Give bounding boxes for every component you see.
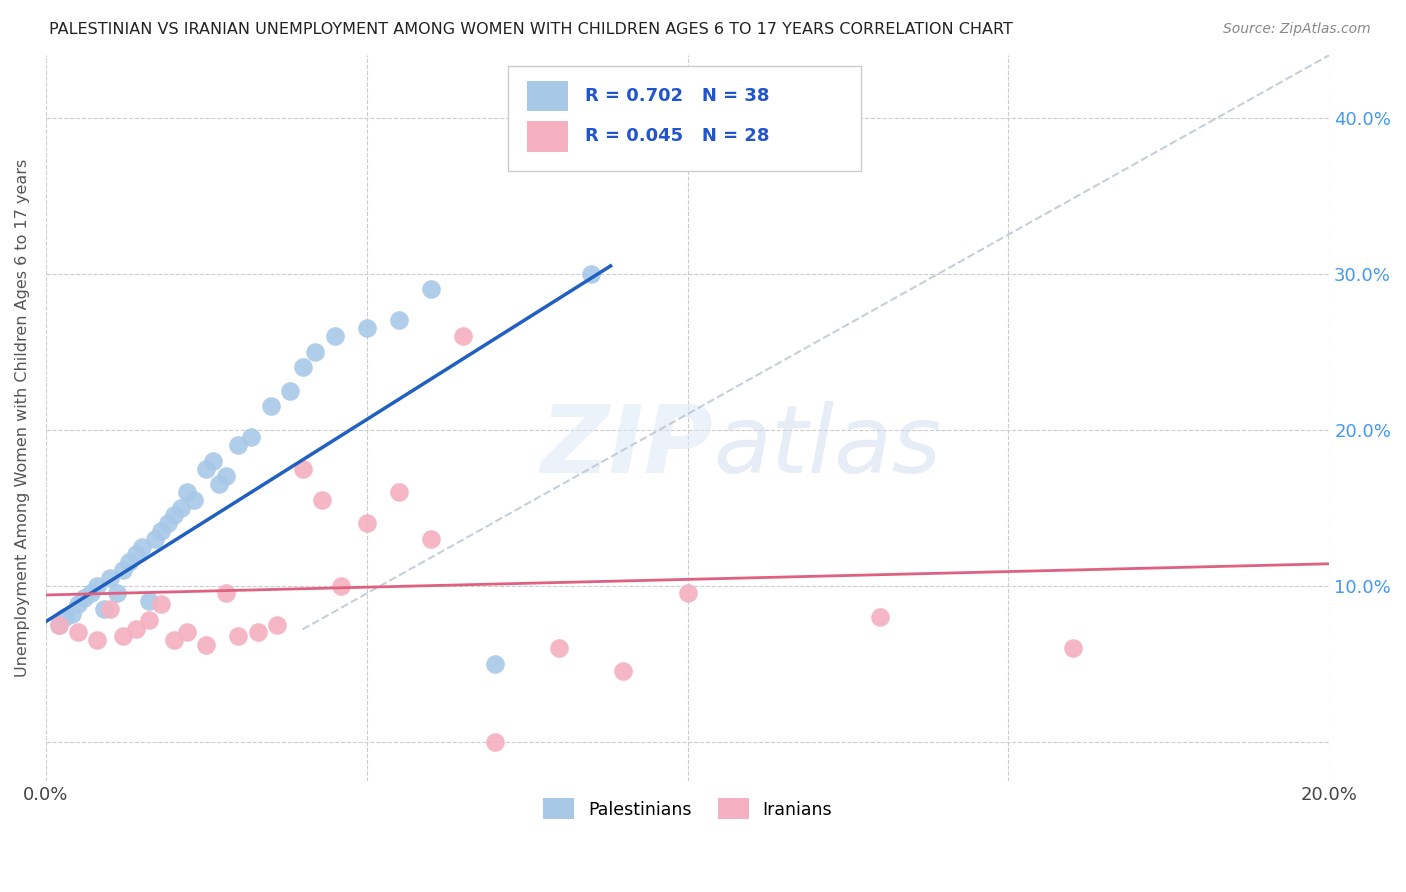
Point [195, 461, 218, 475]
Point [150, 524, 173, 538]
Point [420, 532, 443, 546]
Point [228, 438, 250, 452]
Point [48, 617, 70, 632]
Point [195, 638, 218, 652]
Point [163, 508, 186, 523]
Point [125, 622, 148, 636]
Point [138, 594, 160, 608]
Point [311, 492, 333, 507]
Point [86, 579, 108, 593]
Point [67, 598, 90, 612]
Point [125, 548, 148, 562]
Point [484, 734, 506, 748]
Point [80, 586, 103, 600]
Point [105, 586, 128, 600]
FancyBboxPatch shape [508, 66, 860, 171]
Point [67, 625, 90, 640]
Point [388, 313, 411, 327]
Point [201, 454, 224, 468]
Point [676, 586, 699, 600]
Point [228, 628, 250, 642]
Point [304, 344, 326, 359]
Point [111, 563, 134, 577]
Text: Source: ZipAtlas.com: Source: ZipAtlas.com [1223, 22, 1371, 37]
Point [291, 360, 314, 375]
Point [163, 633, 186, 648]
Point [170, 500, 193, 515]
Point [484, 657, 506, 671]
Point [176, 485, 198, 500]
Point [451, 329, 474, 343]
Point [246, 625, 269, 640]
Point [131, 540, 153, 554]
Text: ZIP: ZIP [540, 401, 713, 493]
Point [111, 628, 134, 642]
Text: R = 0.045   N = 28: R = 0.045 N = 28 [585, 128, 769, 145]
Point [176, 625, 198, 640]
Point [548, 640, 571, 655]
Point [420, 282, 443, 296]
Point [356, 516, 378, 531]
Point [612, 665, 634, 679]
Point [266, 617, 288, 632]
Point [60, 607, 83, 621]
Point [48, 617, 70, 632]
Text: PALESTINIAN VS IRANIAN UNEMPLOYMENT AMONG WOMEN WITH CHILDREN AGES 6 TO 17 YEARS: PALESTINIAN VS IRANIAN UNEMPLOYMENT AMON… [49, 22, 1014, 37]
Text: atlas: atlas [713, 401, 942, 492]
Point [73, 591, 96, 606]
Point [150, 598, 173, 612]
Point [278, 384, 301, 398]
Point [388, 485, 411, 500]
FancyBboxPatch shape [527, 80, 568, 111]
Point [214, 586, 236, 600]
Point [869, 610, 891, 624]
Point [118, 555, 141, 569]
Y-axis label: Unemployment Among Women with Children Ages 6 to 17 years: Unemployment Among Women with Children A… [15, 159, 30, 677]
Point [240, 430, 263, 444]
Point [356, 321, 378, 335]
Point [208, 477, 231, 491]
Point [53, 610, 76, 624]
Point [291, 461, 314, 475]
Point [98, 571, 121, 585]
Point [138, 613, 160, 627]
Legend: Palestinians, Iranians: Palestinians, Iranians [536, 791, 839, 826]
Point [259, 399, 281, 413]
Point [156, 516, 179, 531]
Point [323, 329, 346, 343]
Point [581, 267, 603, 281]
Point [93, 602, 115, 616]
FancyBboxPatch shape [527, 121, 568, 152]
Point [183, 492, 205, 507]
Point [330, 579, 353, 593]
Point [86, 633, 108, 648]
Point [98, 602, 121, 616]
Point [214, 469, 236, 483]
Text: R = 0.702   N = 38: R = 0.702 N = 38 [585, 87, 769, 104]
Point [1062, 640, 1084, 655]
Point [143, 532, 166, 546]
